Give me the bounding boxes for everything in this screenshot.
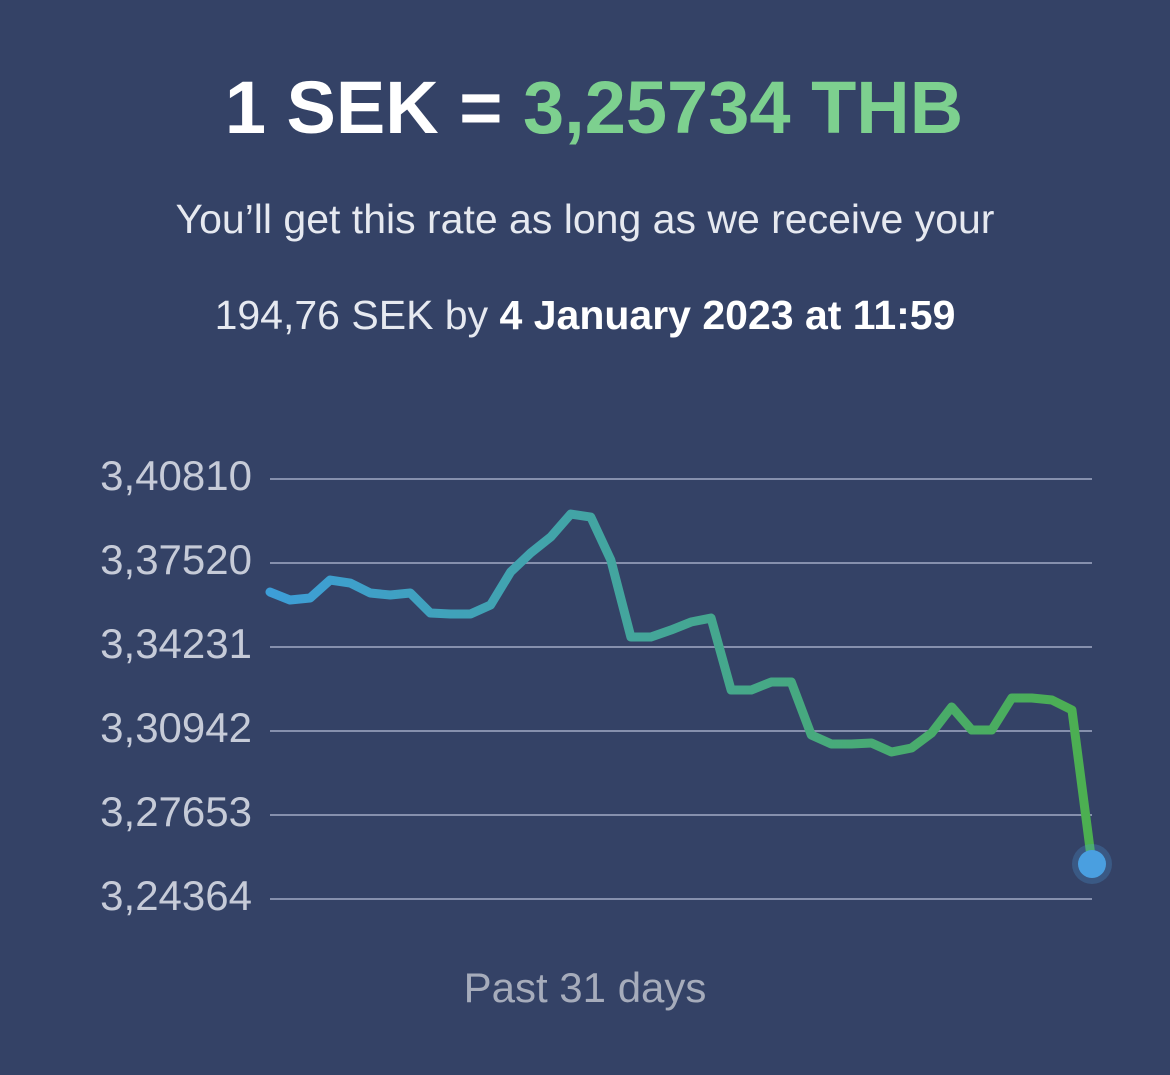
- rate: 3,25734 THB: [523, 66, 963, 149]
- note-deadline-line: 194,76 SEK by 4 January 2023 at 11:59: [215, 292, 956, 338]
- y-tick-label: 3,34231: [100, 620, 252, 667]
- rate-title: 1 SEK = 3,25734 THB: [225, 66, 963, 149]
- deadline: 4 January 2023 at 11:59: [500, 292, 956, 338]
- y-tick-label: 3,27653: [100, 788, 252, 835]
- x-axis-label: Past 31 days: [464, 964, 707, 1011]
- y-tick-label: 3,30942: [100, 704, 252, 751]
- y-tick-label: 3,37520: [100, 536, 252, 583]
- current-rate-marker: [1078, 850, 1106, 879]
- amount: 194,76 SEK by: [215, 292, 489, 338]
- y-tick-label: 3,24364: [100, 872, 252, 919]
- note-line: You’ll get this rate as long as we recei…: [176, 196, 995, 242]
- rate-line: [265, 509, 1097, 869]
- y-tick-label: 3,40810: [100, 452, 252, 499]
- base: 1 SEK =: [225, 66, 503, 149]
